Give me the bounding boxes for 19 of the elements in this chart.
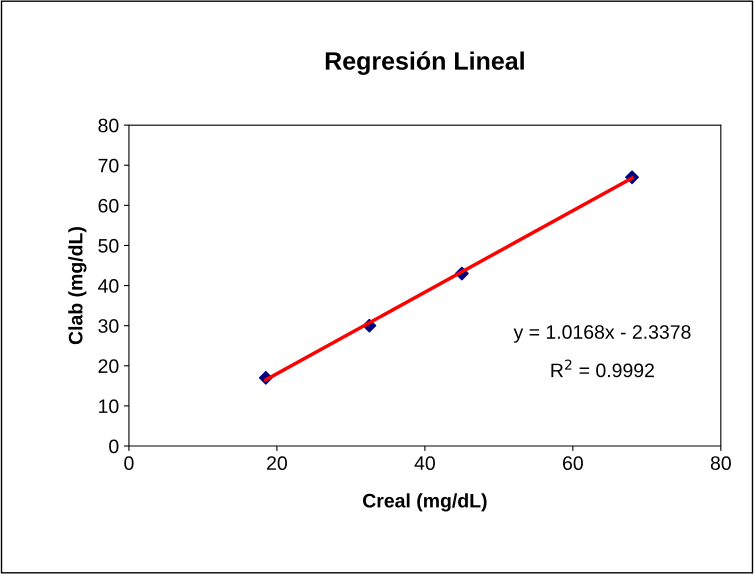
x-tick-label: 0 [124,456,134,470]
y-tick-label: 10 [99,399,118,414]
y-axis-title: Clab (mg/dL) [68,227,86,344]
y-tick-label: 40 [98,279,118,293]
x-tick-label: 20 [267,456,287,470]
annotation: y = 1.0168x - 2.3378 [514,325,691,343]
chart-title: Regresión Lineal [326,51,524,75]
annotation: R$^{2}$ = 0.9992 [551,360,654,378]
y-tick-label: 20 [98,359,118,374]
y-tick-label: 0 [109,439,118,454]
y-tick-label: 30 [98,319,118,333]
y-tick-label: 80 [98,118,118,132]
x-tick-label: 80 [710,456,731,470]
y-tick-label: 60 [98,198,118,213]
y-tick-label: 50 [98,238,118,253]
x-tick-label: 40 [414,456,435,470]
y-tick-label: 70 [98,158,118,172]
x-axis-title: Creal (mg/dL) [363,493,487,512]
x-tick-label: 60 [563,456,583,470]
